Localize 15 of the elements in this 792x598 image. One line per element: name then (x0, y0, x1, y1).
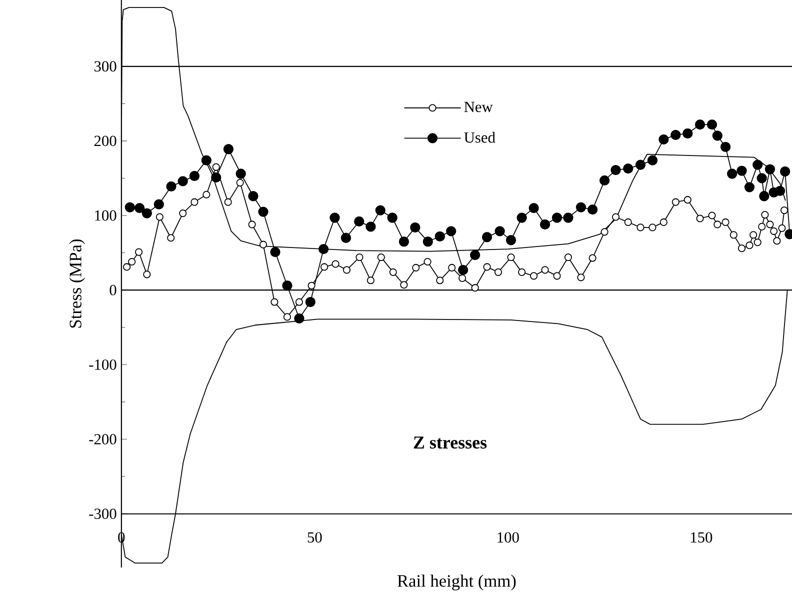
y-tick-label: -100 (89, 359, 116, 370)
y-tick-label: -300 (89, 508, 116, 519)
y-axis-title: Stress (MPa) (69, 239, 85, 328)
x-axis-title: Rail height (mm) (397, 574, 516, 590)
x-tick-label: 50 (308, 532, 322, 542)
y-tick-label: 0 (110, 284, 116, 296)
legend-label: New (464, 102, 493, 112)
y-tick-label: -200 (89, 434, 116, 444)
annotation: Z stresses (414, 436, 487, 448)
legend-label: Used (464, 132, 496, 143)
y-tick-label: 200 (94, 136, 116, 146)
y-tick-label: 300 (94, 61, 116, 72)
y-tick-label: 100 (95, 210, 116, 221)
x-tick-label: 150 (690, 532, 712, 542)
x-tick-label: 100 (498, 532, 519, 542)
